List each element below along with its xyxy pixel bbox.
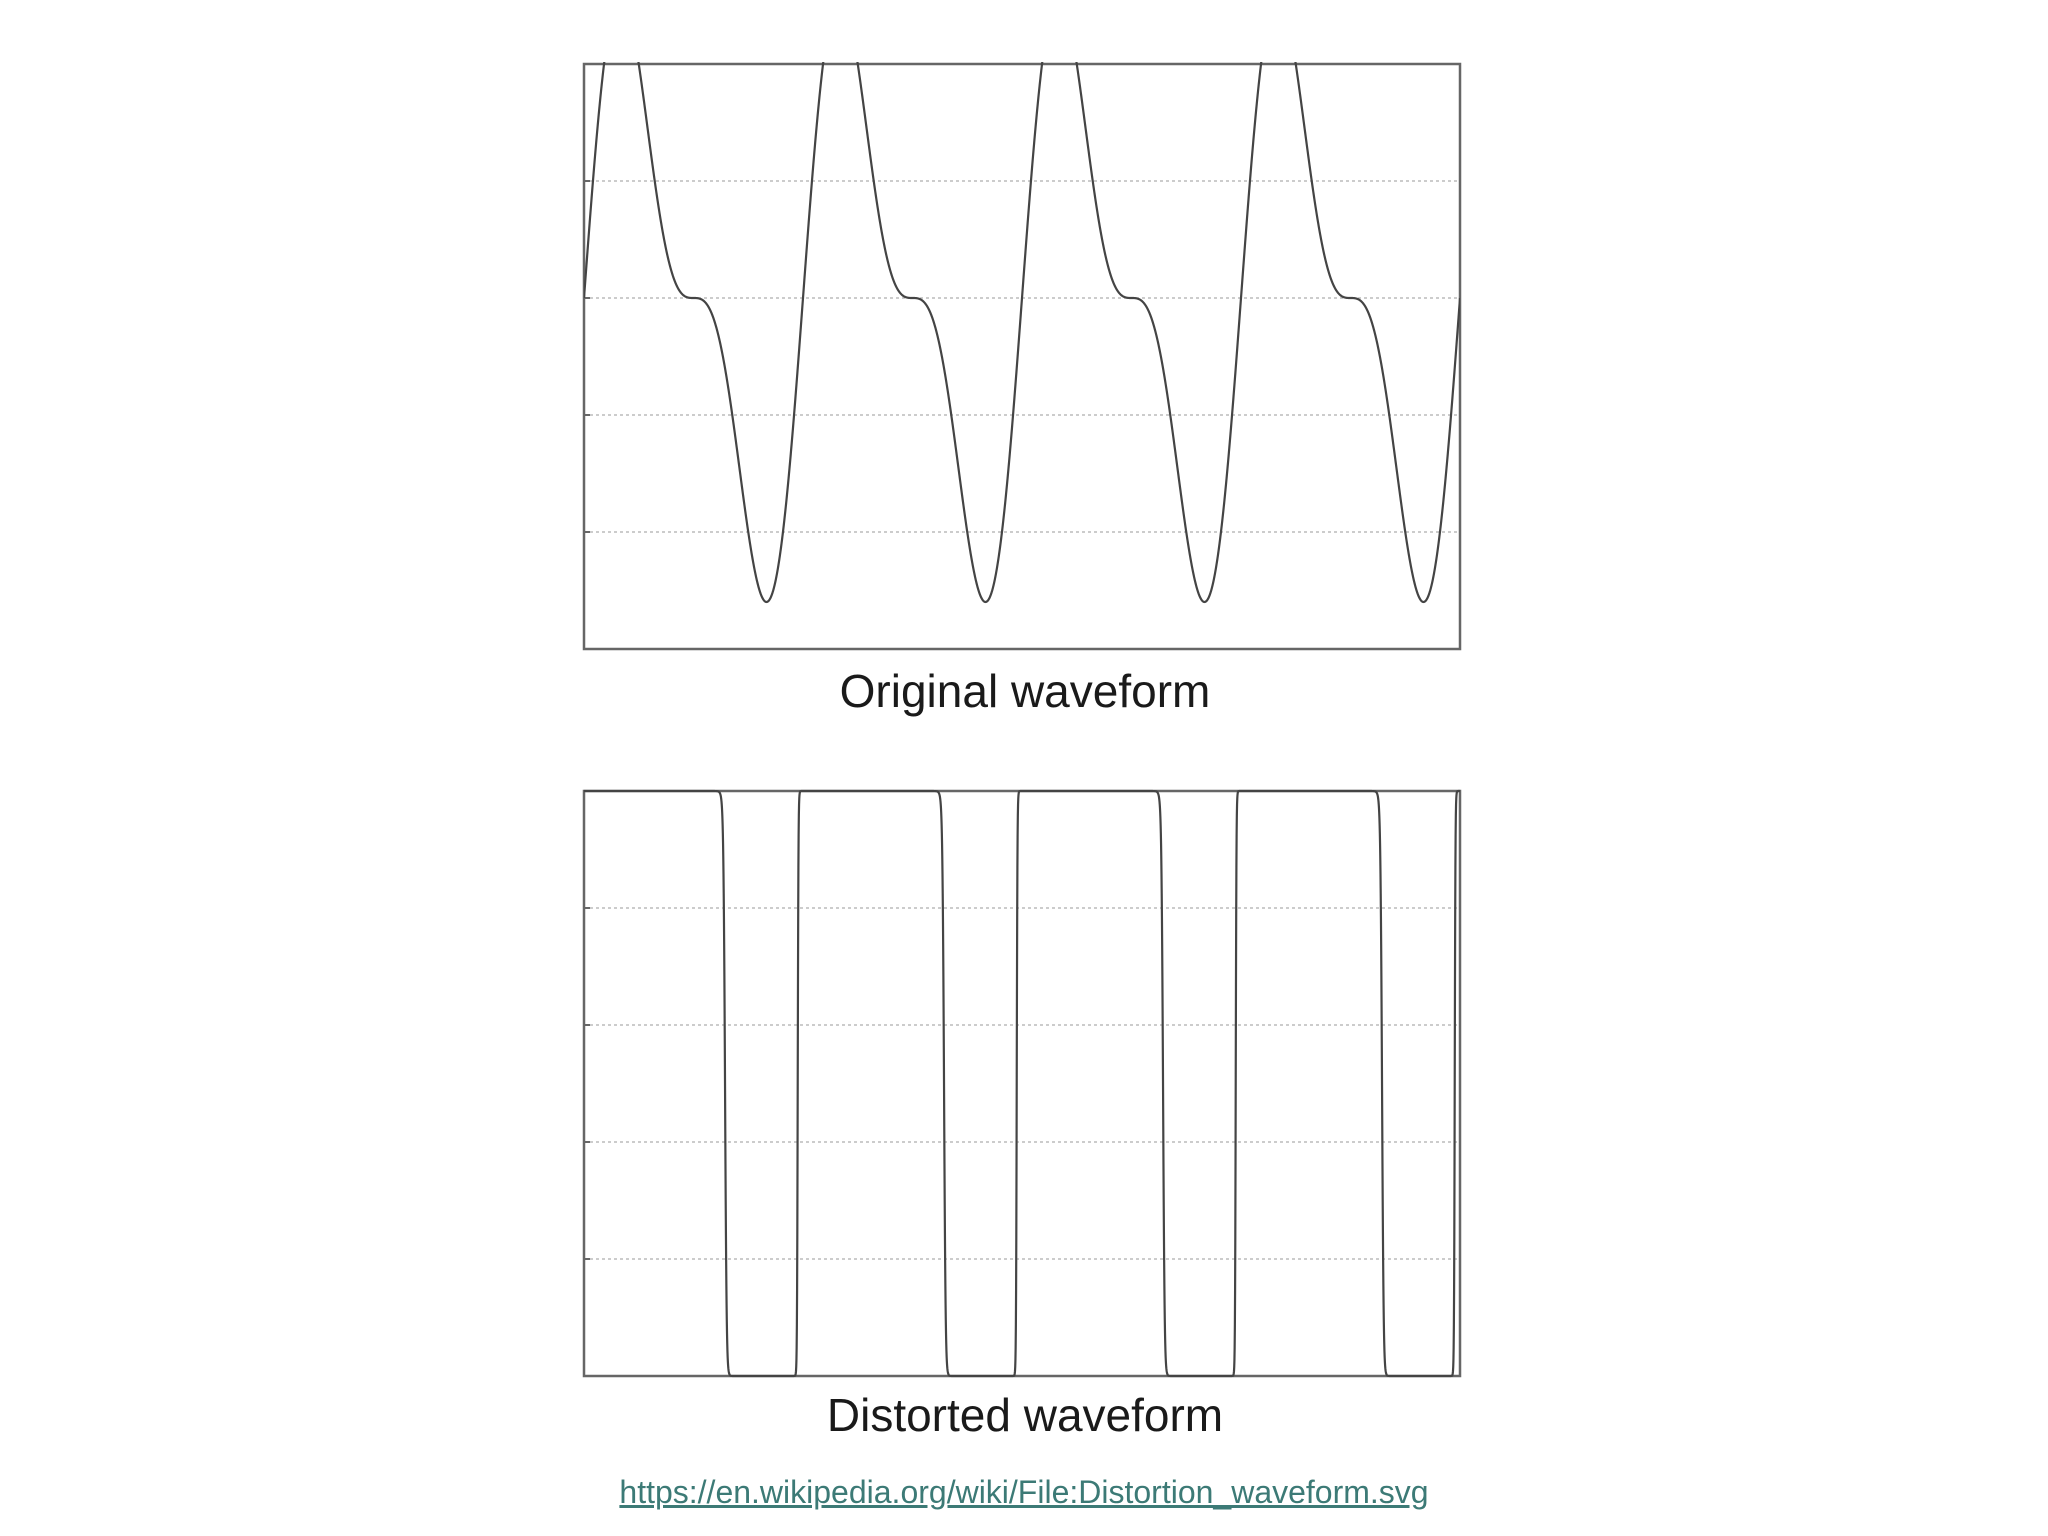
original-waveform-line xyxy=(584,62,1460,604)
distorted-waveform-plot xyxy=(582,789,1462,1378)
distorted-waveform-line xyxy=(584,789,1460,1378)
plot-frame xyxy=(582,789,1462,1378)
original-waveform-title: Original waveform xyxy=(839,665,1211,717)
plot-frame xyxy=(582,62,1462,651)
source-link[interactable]: https://en.wikipedia.org/wiki/File:Disto… xyxy=(619,1474,1429,1510)
original-waveform-plot xyxy=(582,62,1462,651)
distorted-waveform-title: Distorted waveform xyxy=(826,1389,1224,1441)
